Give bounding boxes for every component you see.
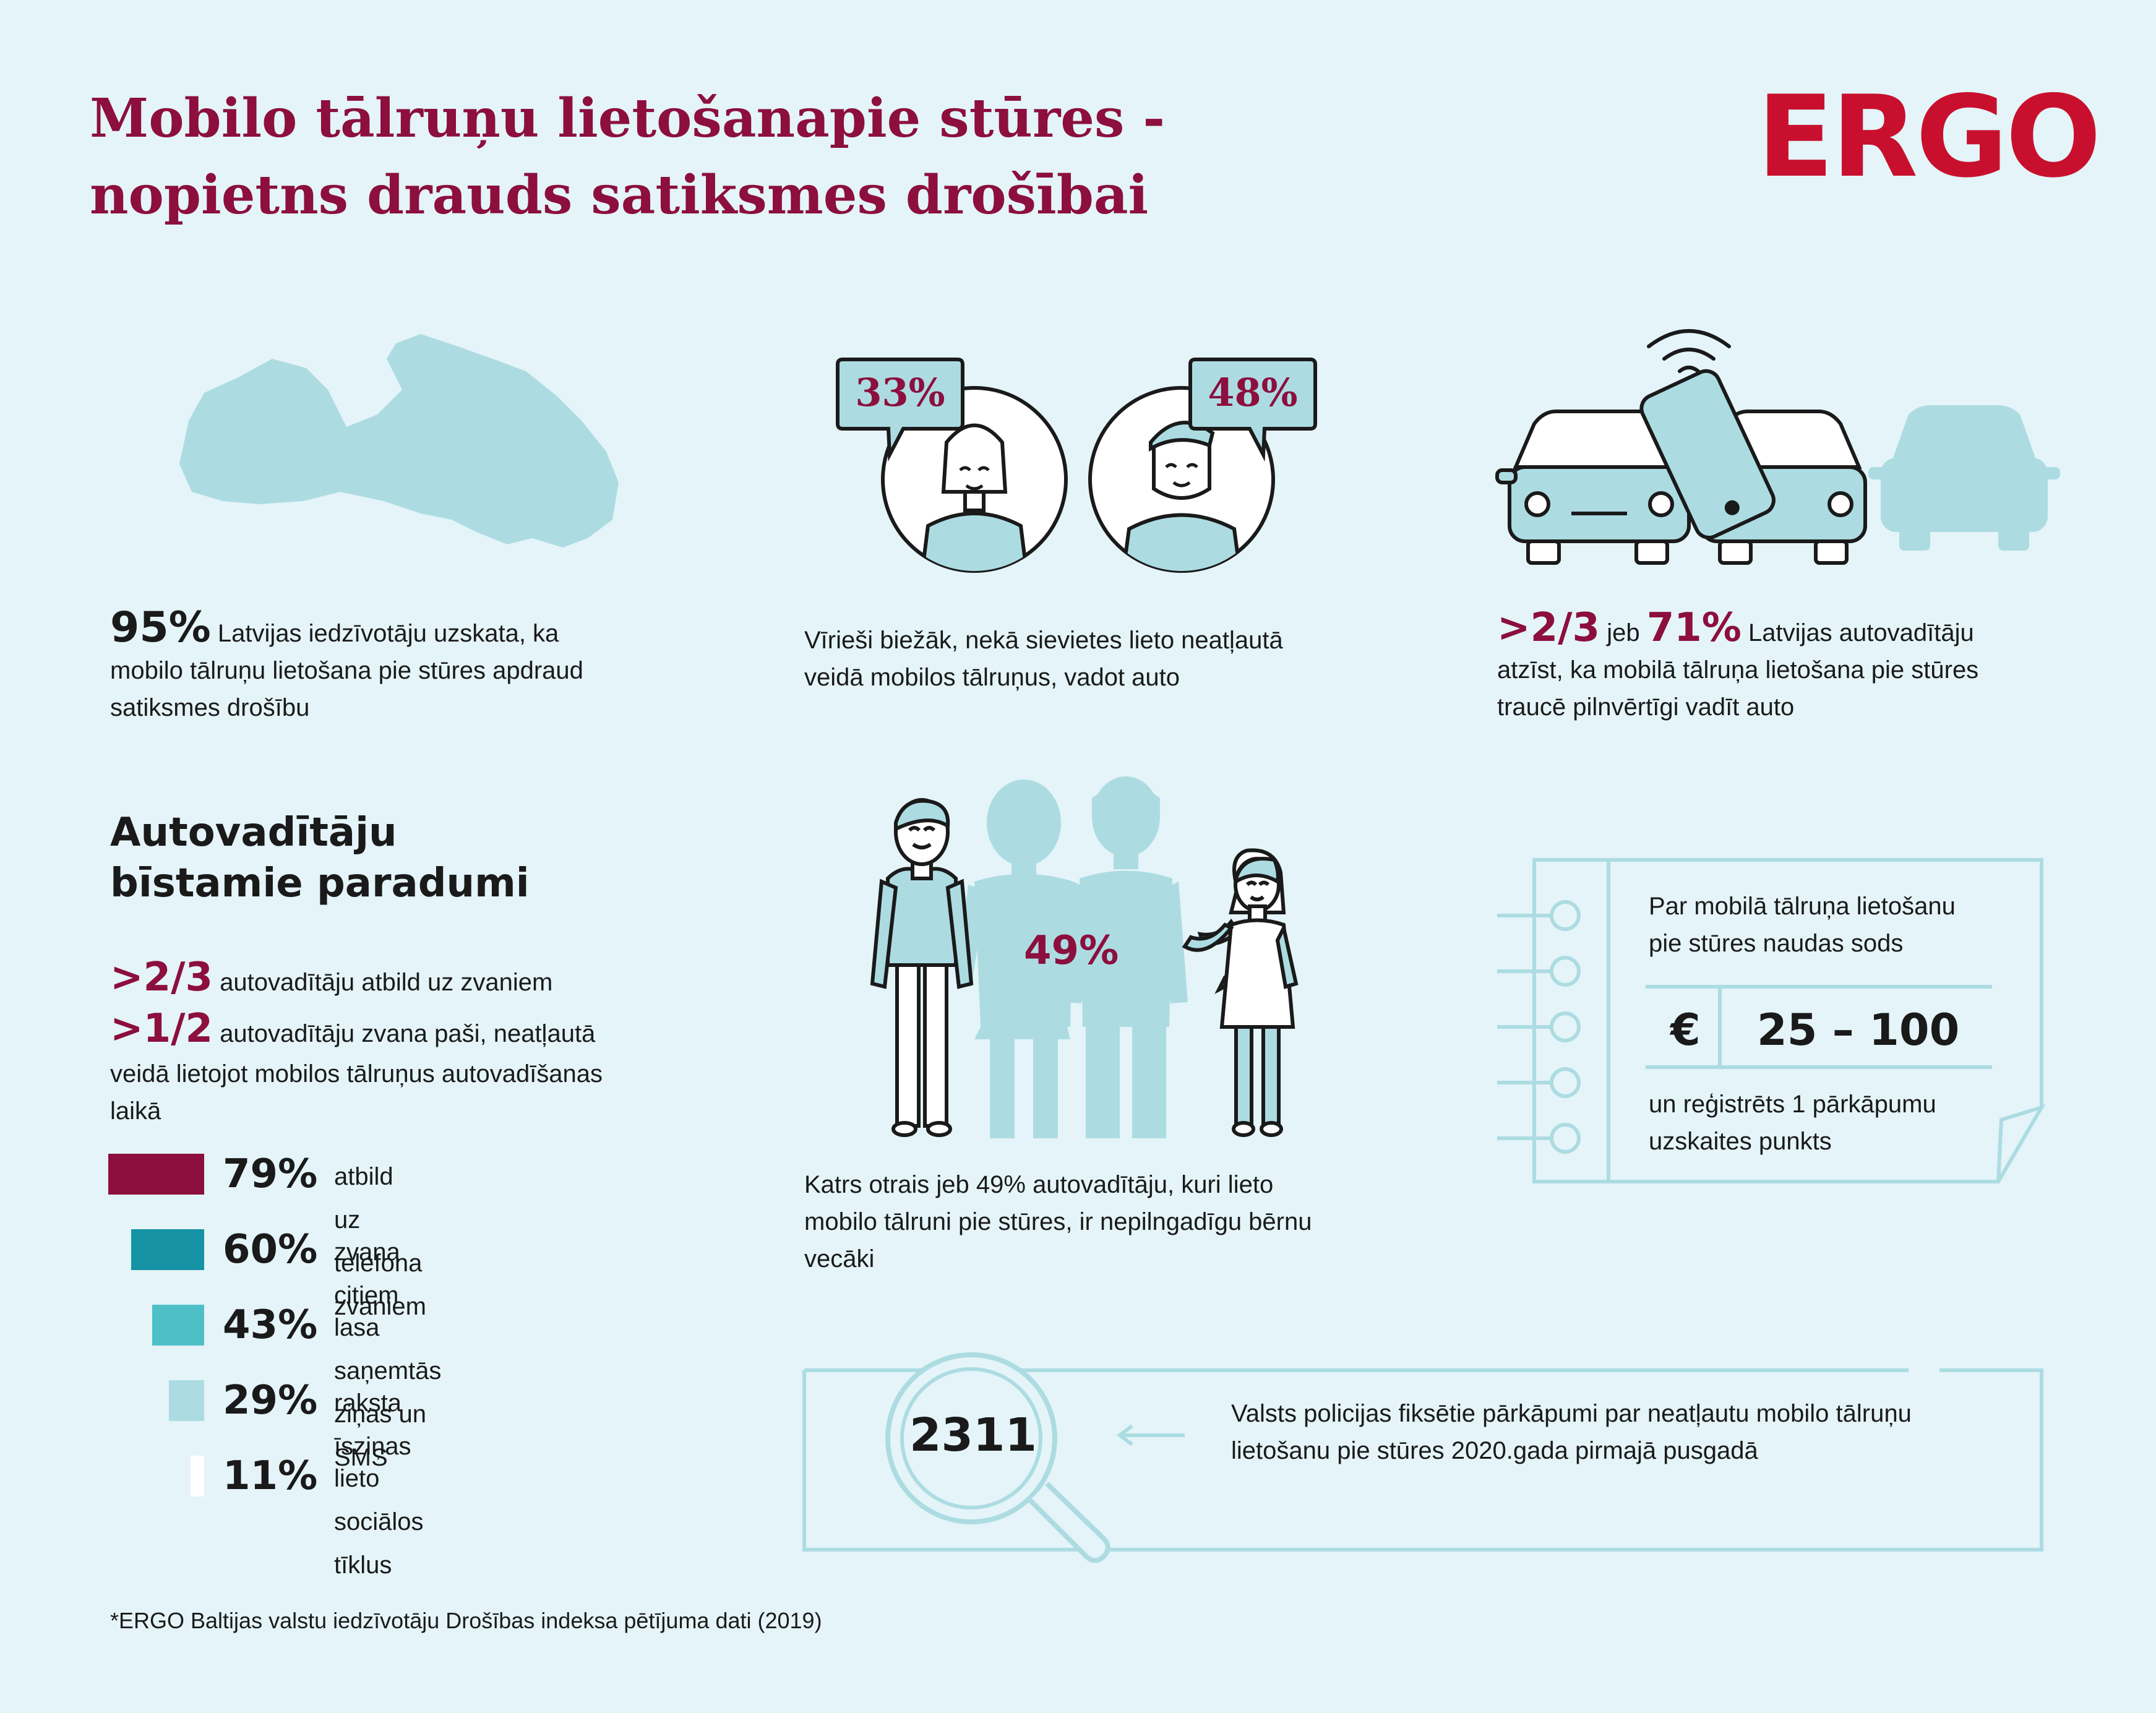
fine-text-1: Par mobilā tālruņa lietošanu xyxy=(1649,893,1956,920)
magnifier-icon xyxy=(885,1352,1110,1563)
habit-bar-label: zvana citiem xyxy=(334,1239,400,1309)
fact1-value: >2/3 xyxy=(110,955,213,1000)
cars-fraction: >2/3 xyxy=(1497,605,1600,651)
family-text-2: mobilo tālruni pie stūres, ir nepilngadī… xyxy=(804,1208,1312,1235)
latvia-pct: 95% xyxy=(110,603,211,652)
fact2-text-3: laikā xyxy=(110,1097,161,1125)
fact1-text: autovadītāju atbild uz zvaniem xyxy=(220,969,553,996)
family-stat-text: Katrs otrais jeb 49% autovadītāju, kuri … xyxy=(804,1166,1392,1277)
family-pct: 49% xyxy=(1024,928,1119,974)
police-number: 2311 xyxy=(909,1409,1037,1462)
cars-stat: >2/3 jeb 71% Latvijas autovadītāju atzīs… xyxy=(1497,608,2085,726)
cars-pct: 71% xyxy=(1646,605,1742,651)
habits-heading-1: Autovadītāju xyxy=(110,810,397,856)
latvia-map-icon xyxy=(179,334,619,547)
fine-amount: 25 – 100 xyxy=(1757,1005,1960,1055)
female-speech-bubble xyxy=(836,358,964,462)
cars-phone-icon xyxy=(1495,329,2060,565)
habits-heading: Autovadītāju bīstamie paradumi xyxy=(110,807,667,909)
euro-sign: € xyxy=(1670,1005,1701,1055)
habit-bar-label: lasa saņemtās ziņas un SMS xyxy=(334,1314,442,1471)
police-box-frame xyxy=(802,1368,2043,1552)
habit-bar-swatch xyxy=(169,1380,204,1421)
title-line-2: nopietns drauds satiksmes drošībai xyxy=(90,164,1149,226)
habit-bar-pct: 60% xyxy=(223,1227,318,1273)
male-pct: 48% xyxy=(1208,370,1298,415)
gender-stat-text: Vīrieši biežāk, nekā sievietes lieto nea… xyxy=(804,622,1361,696)
habit-bar-pct: 29% xyxy=(223,1378,318,1423)
title-line-1: Mobilo tālruņu lietošanapie stūres - xyxy=(90,87,1166,150)
woman-avatar-icon xyxy=(881,386,1068,573)
page-title: Mobilo tālruņu lietošanapie stūres - nop… xyxy=(90,80,1513,234)
police-text-2: lietošanu pie stūres 2020.gada pirmajā p… xyxy=(1231,1437,1758,1464)
cars-text-2: atzīst, ka mobilā tālruņa lietošana pie … xyxy=(1497,656,1979,684)
latvia-text-2: mobilo tālruņu lietošana pie stūres apdr… xyxy=(110,657,583,684)
latvia-text-3: satiksmes drošību xyxy=(110,694,310,721)
habit-bar-pct: 43% xyxy=(223,1302,318,1348)
cars-text-1: Latvijas autovadītāju xyxy=(1748,619,1974,646)
habit-bar-pct: 79% xyxy=(223,1151,318,1197)
habits-facts: >2/3 autovadītāju atbild uz zvaniem >1/2… xyxy=(110,953,729,1130)
fine-note: un reģistrēts 1 pārkāpumu uzskaites punk… xyxy=(1649,1086,2020,1160)
habit-bar-label: lieto sociālos tīklus xyxy=(334,1465,424,1579)
latvia-stat: 95% Latvijas iedzīvotāju uzskata, ka mob… xyxy=(110,607,667,726)
habits-heading-2: bīstamie paradumi xyxy=(110,861,530,906)
habit-bar-swatch xyxy=(191,1456,204,1496)
habit-bar-swatch xyxy=(108,1154,204,1195)
police-text-1: Valsts policijas fiksētie pārkāpumi par … xyxy=(1231,1400,1912,1427)
footnote: *ERGO Baltijas valstu iedzīvotāju Drošīb… xyxy=(110,1608,822,1633)
man-avatar-icon xyxy=(1088,386,1275,573)
habit-bar-label: atbild uz telefona zvaniem xyxy=(334,1163,426,1320)
fine-note-2: uzskaites punkts xyxy=(1649,1128,1832,1155)
gender-text-2: veidā mobilos tālruņus, vadot auto xyxy=(804,664,1180,691)
fact2-value: >1/2 xyxy=(110,1006,213,1052)
family-text-3: vecāki xyxy=(804,1245,875,1273)
fact2-text-2: veidā lietojot mobilos tālruņus autovadī… xyxy=(110,1060,603,1088)
female-pct: 33% xyxy=(855,370,945,415)
cars-text-3: traucē pilnvērtīgi vadīt auto xyxy=(1497,693,1795,721)
fine-text: Par mobilā tālruņa lietošanu pie stūres … xyxy=(1649,888,2020,962)
habit-bar-swatch xyxy=(131,1229,204,1270)
police-text: Valsts policijas fiksētie pārkāpumi par … xyxy=(1231,1395,2023,1469)
habit-bar-label: raksta īsziņas xyxy=(334,1389,411,1460)
fine-note-1: un reģistrēts 1 pārkāpumu xyxy=(1649,1091,1936,1118)
fine-text-2: pie stūres naudas sods xyxy=(1649,930,1904,957)
latvia-text-1: Latvijas iedzīvotāju uzskata, ka xyxy=(217,620,559,647)
male-speech-bubble xyxy=(1188,358,1317,462)
gender-text-1: Vīrieši biežāk, nekā sievietes lieto nea… xyxy=(804,627,1283,654)
family-text-1: Katrs otrais jeb 49% autovadītāju, kuri … xyxy=(804,1171,1274,1198)
habit-bar-swatch xyxy=(152,1305,204,1346)
notebook-frame xyxy=(1497,858,2046,1183)
arrow-left-icon xyxy=(1117,1424,1185,1446)
family-icon xyxy=(870,776,1299,1138)
ergo-logo: ERGO xyxy=(1757,71,2102,202)
fact2-text-1: autovadītāju zvana paši, neatļautā xyxy=(220,1020,596,1047)
cars-connector: jeb xyxy=(1607,619,1640,646)
habit-bar-pct: 11% xyxy=(223,1453,318,1499)
